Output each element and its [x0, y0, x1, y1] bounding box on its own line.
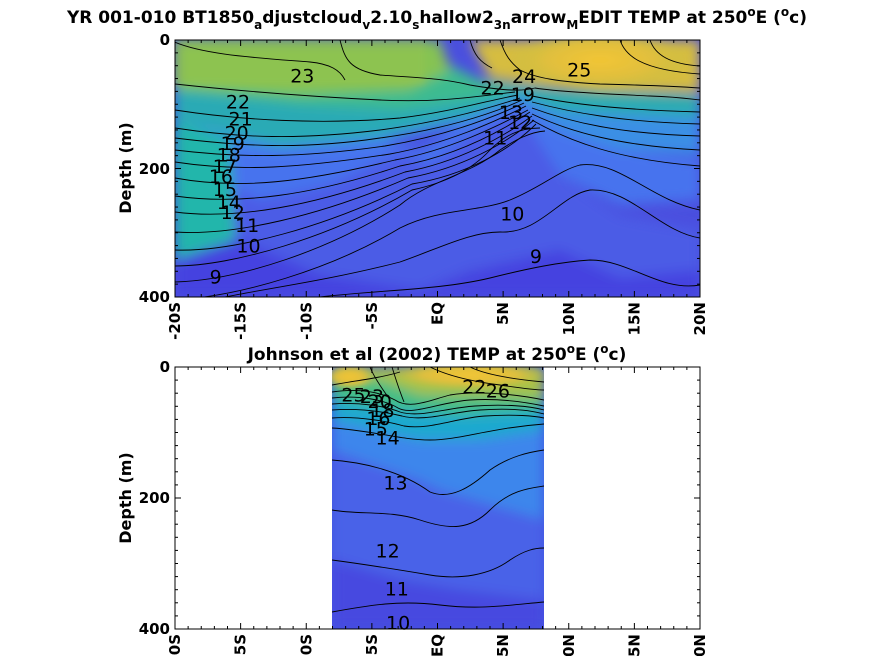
- x-tick-label: EQ: [429, 634, 447, 656]
- y-tick-label: 200: [139, 160, 170, 178]
- contour-label: 21: [229, 108, 253, 130]
- contour-label: 13: [499, 102, 523, 124]
- x-tick-label: -10S: [297, 302, 315, 340]
- contour-label: 14: [376, 428, 400, 450]
- contour-label: 22: [226, 92, 250, 114]
- y-tick-label: 0: [160, 31, 170, 49]
- contour-label: 17: [213, 156, 237, 178]
- contour-label: 18: [217, 144, 241, 166]
- x-tick-label: 20N: [691, 634, 709, 656]
- contour-label: 12: [508, 112, 532, 134]
- y-tick-label: 200: [139, 489, 170, 507]
- x-tick-label: 5N: [494, 634, 512, 656]
- contour-label: 12: [376, 540, 400, 562]
- contour-label: 22: [462, 377, 486, 399]
- contour-label: 25: [567, 60, 591, 82]
- contour-label: 23: [290, 65, 314, 87]
- contour-label: 24: [512, 66, 536, 88]
- x-tick-labels-top: -20S -15S -10S -5S EQ 5N 10N 15N 20N: [166, 302, 709, 340]
- x-tick-label: -5S: [363, 302, 381, 329]
- x-tick-label: -10S: [297, 634, 315, 656]
- contour-label: 16: [366, 408, 390, 430]
- contour-label: 9: [530, 246, 542, 268]
- x-tick-label: -15S: [232, 634, 250, 656]
- x-tick-label: 10N: [560, 634, 578, 656]
- contour-label: 11: [385, 578, 409, 600]
- contour-label: 20: [368, 391, 392, 413]
- x-tick-label: EQ: [429, 302, 447, 325]
- contour-label: 10: [236, 236, 260, 258]
- contour-label: 15: [364, 419, 388, 441]
- ticks-top: [174, 39, 701, 298]
- contour-label: 23: [360, 386, 384, 408]
- x-tick-label: -20S: [166, 302, 184, 340]
- x-tick-label: -15S: [232, 302, 250, 340]
- x-tick-labels-bottom: -20S -15S -10S -5S EQ 5N 10N 15N 20N: [166, 634, 709, 656]
- contour-label: 9: [210, 266, 222, 288]
- x-tick-label: 20N: [691, 302, 709, 335]
- contour-label: 11: [235, 215, 259, 237]
- x-tick-label: 15N: [625, 302, 643, 335]
- temperature-field-top: [175, 40, 700, 297]
- contour-label: 18: [370, 400, 394, 422]
- y-tick-labels-bottom: 0 200 400: [139, 358, 170, 638]
- contour-label: 25: [341, 385, 365, 407]
- y-axis-label-bottom: Depth (m): [116, 452, 135, 544]
- contour-label: 26: [486, 381, 510, 403]
- x-tick-label: -5S: [363, 634, 381, 656]
- y-tick-labels-top: 0 200 400: [139, 31, 170, 306]
- contour-lines-top: [175, 40, 700, 297]
- y-tick-label: 400: [139, 288, 170, 306]
- y-tick-label: 400: [139, 620, 170, 638]
- chart-title-bottom: Johnson et al (2002) TEMP at 250oE (oc): [247, 342, 627, 365]
- contour-label: 11: [483, 128, 507, 150]
- contour-label: 12: [221, 202, 245, 224]
- contour-label: 13: [383, 472, 407, 494]
- contour-label: 19: [511, 84, 535, 106]
- chart-title-top: YR 001-010 BT1850adjustcloudv2.10shallow…: [66, 5, 807, 32]
- temperature-field-bottom: [175, 367, 700, 629]
- contour-label: 22: [481, 78, 505, 100]
- contour-label: 15: [213, 179, 237, 201]
- x-tick-label: -20S: [166, 634, 184, 656]
- y-axis-label-top: Depth (m): [116, 122, 135, 214]
- contour-label: 16: [209, 166, 233, 188]
- ticks-bottom: [174, 366, 701, 630]
- contour-label: 20: [225, 123, 249, 145]
- contour-label: 10: [500, 203, 524, 225]
- contour-label: 19: [221, 133, 245, 155]
- x-tick-label: 15N: [625, 634, 643, 656]
- contour-label: 14: [217, 192, 241, 214]
- y-tick-label: 0: [160, 358, 170, 376]
- x-tick-label: 5N: [494, 302, 512, 325]
- contour-label: 10: [386, 612, 410, 634]
- x-tick-label: 10N: [560, 302, 578, 335]
